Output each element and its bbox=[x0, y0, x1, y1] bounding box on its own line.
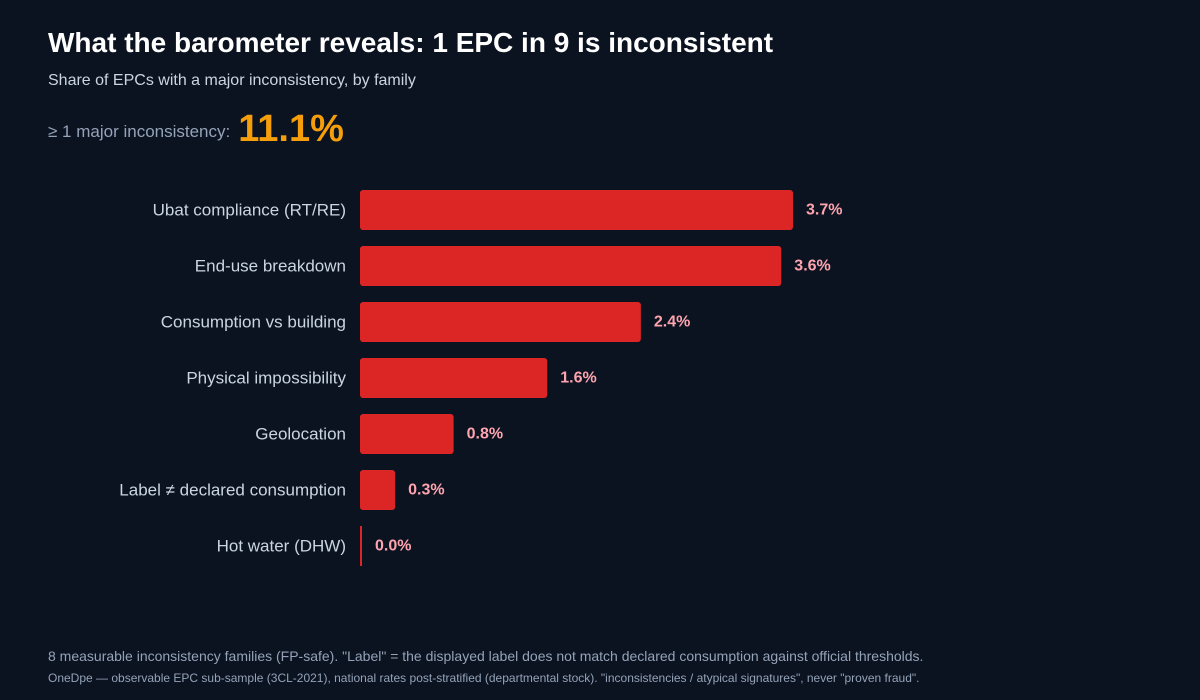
source-note: OneDpe — observable EPC sub-sample (3CL-… bbox=[48, 671, 920, 685]
bar bbox=[360, 526, 362, 566]
category-label: Physical impossibility bbox=[186, 369, 346, 388]
category-label: End-use breakdown bbox=[195, 257, 346, 276]
headline-stat: ≥ 1 major inconsistency: 11.1% bbox=[48, 104, 344, 154]
bar bbox=[360, 414, 454, 454]
chart-title: What the barometer reveals: 1 EPC in 9 i… bbox=[48, 27, 774, 58]
headline-value: 11.1% bbox=[238, 107, 344, 150]
bar bbox=[360, 302, 641, 342]
value-label: 3.7% bbox=[806, 202, 842, 219]
category-label: Geolocation bbox=[255, 425, 346, 444]
value-label: 2.4% bbox=[654, 314, 690, 331]
bar bbox=[360, 358, 548, 398]
value-label: 0.3% bbox=[408, 482, 444, 499]
category-label: Label ≠ declared consumption bbox=[119, 481, 346, 500]
category-label: Ubat compliance (RT/RE) bbox=[153, 201, 346, 220]
footnote: 8 measurable inconsistency families (FP-… bbox=[48, 648, 924, 664]
value-label: 0.0% bbox=[375, 538, 411, 555]
value-label: 0.8% bbox=[467, 426, 503, 443]
bar bbox=[360, 190, 793, 230]
bar-chart: Ubat compliance (RT/RE) 3.7% End-use break… bbox=[119, 190, 842, 566]
bar bbox=[360, 470, 396, 510]
chart-subtitle: Share of EPCs with a major inconsistency… bbox=[48, 72, 416, 89]
category-label: Hot water (DHW) bbox=[217, 537, 346, 556]
value-label: 3.6% bbox=[794, 258, 830, 275]
category-label: Consumption vs building bbox=[161, 313, 346, 332]
bar bbox=[360, 246, 782, 286]
headline-label: ≥ 1 major inconsistency: bbox=[48, 121, 231, 141]
value-label: 1.6% bbox=[560, 370, 596, 387]
